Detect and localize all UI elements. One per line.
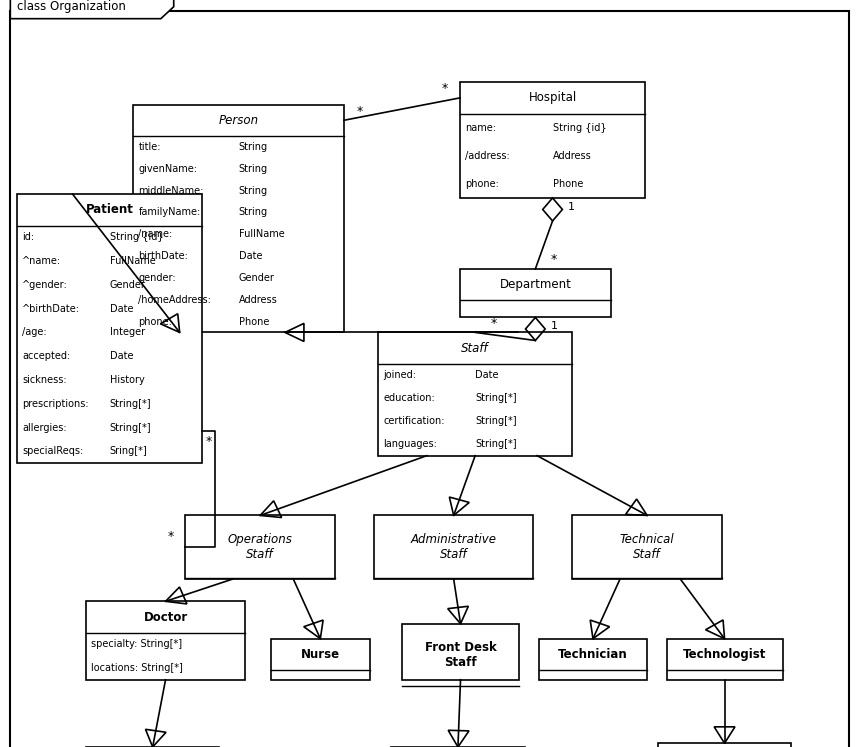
Text: FullName: FullName xyxy=(238,229,285,239)
Bar xyxy=(271,639,370,680)
Text: String[*]: String[*] xyxy=(475,393,517,403)
Text: class Organization: class Organization xyxy=(17,0,126,13)
Text: String {id}: String {id} xyxy=(553,123,606,133)
Bar xyxy=(572,515,722,579)
Text: Technologist: Technologist xyxy=(683,648,766,661)
Text: FullName: FullName xyxy=(110,256,156,266)
Text: Date: Date xyxy=(475,371,499,380)
Bar xyxy=(378,332,572,456)
Text: specialReqs:: specialReqs: xyxy=(22,446,83,456)
Bar xyxy=(374,515,533,579)
Text: Date: Date xyxy=(110,351,133,362)
Text: Department: Department xyxy=(500,278,571,291)
Text: String[*]: String[*] xyxy=(110,423,151,433)
Text: Gender: Gender xyxy=(238,273,274,283)
Text: certification:: certification: xyxy=(384,416,445,427)
Bar xyxy=(460,82,645,198)
Text: Gender: Gender xyxy=(110,280,145,290)
Text: /homeAddress:: /homeAddress: xyxy=(138,294,212,305)
Bar xyxy=(185,515,335,579)
Text: 1: 1 xyxy=(550,321,558,332)
Text: *: * xyxy=(491,317,497,330)
Text: Operations
Staff: Operations Staff xyxy=(228,533,292,561)
Text: *: * xyxy=(551,253,557,267)
Bar xyxy=(86,601,245,680)
Text: allergies:: allergies: xyxy=(22,423,67,433)
Bar xyxy=(133,105,344,332)
Text: phone:: phone: xyxy=(465,179,499,189)
Text: Person: Person xyxy=(218,114,259,127)
Text: Technician: Technician xyxy=(558,648,628,661)
Text: ^birthDate:: ^birthDate: xyxy=(22,304,80,314)
Text: ^gender:: ^gender: xyxy=(22,280,68,290)
Bar xyxy=(666,639,783,680)
Text: String[*]: String[*] xyxy=(110,399,151,409)
Text: prescriptions:: prescriptions: xyxy=(22,399,89,409)
Text: Hospital: Hospital xyxy=(528,91,577,105)
Bar xyxy=(539,639,647,680)
Text: name:: name: xyxy=(465,123,496,133)
Bar xyxy=(402,624,519,680)
Text: String: String xyxy=(238,208,267,217)
Text: *: * xyxy=(206,435,212,448)
Text: String: String xyxy=(238,164,267,174)
Text: birthDate:: birthDate: xyxy=(138,251,188,261)
Text: languages:: languages: xyxy=(384,439,438,449)
Text: Date: Date xyxy=(110,304,133,314)
Text: Phone: Phone xyxy=(553,179,583,189)
Text: gender:: gender: xyxy=(138,273,176,283)
Text: Patient: Patient xyxy=(86,203,133,217)
Text: Sring[*]: Sring[*] xyxy=(110,446,147,456)
Text: Address: Address xyxy=(238,294,278,305)
Text: Administrative
Staff: Administrative Staff xyxy=(411,533,497,561)
Text: specialty: String[*]: specialty: String[*] xyxy=(91,639,182,649)
Text: Phone: Phone xyxy=(238,317,269,326)
Text: String {id}: String {id} xyxy=(110,232,163,243)
Text: String[*]: String[*] xyxy=(475,416,517,427)
Text: String: String xyxy=(238,142,267,152)
Text: givenName:: givenName: xyxy=(138,164,198,174)
Text: Technical
Staff: Technical Staff xyxy=(620,533,674,561)
Text: title:: title: xyxy=(138,142,161,152)
Text: Doctor: Doctor xyxy=(144,610,187,624)
Text: 1: 1 xyxy=(568,202,575,212)
Text: familyName:: familyName: xyxy=(138,208,200,217)
Text: Date: Date xyxy=(238,251,262,261)
Text: Integer: Integer xyxy=(110,327,144,338)
Text: Nurse: Nurse xyxy=(301,648,340,661)
Bar xyxy=(460,269,611,317)
Text: middleName:: middleName: xyxy=(138,185,204,196)
Text: String[*]: String[*] xyxy=(475,439,517,449)
Polygon shape xyxy=(10,0,174,19)
Text: *: * xyxy=(168,530,175,543)
Text: /address:: /address: xyxy=(465,151,510,161)
Text: *: * xyxy=(441,82,448,96)
Text: ^name:: ^name: xyxy=(22,256,61,266)
Text: phone:: phone: xyxy=(138,317,172,326)
Text: accepted:: accepted: xyxy=(22,351,71,362)
Text: Staff: Staff xyxy=(461,341,489,355)
Text: Front Desk
Staff: Front Desk Staff xyxy=(425,641,496,669)
Text: *: * xyxy=(356,105,363,118)
Bar xyxy=(658,743,791,747)
Text: education:: education: xyxy=(384,393,435,403)
Text: /age:: /age: xyxy=(22,327,47,338)
Bar xyxy=(17,194,202,463)
Text: locations: String[*]: locations: String[*] xyxy=(91,663,183,673)
Text: Address: Address xyxy=(553,151,592,161)
Text: History: History xyxy=(110,375,144,385)
Text: String: String xyxy=(238,185,267,196)
Text: /name:: /name: xyxy=(138,229,173,239)
Text: sickness:: sickness: xyxy=(22,375,67,385)
Text: joined:: joined: xyxy=(384,371,416,380)
Text: id:: id: xyxy=(22,232,34,243)
